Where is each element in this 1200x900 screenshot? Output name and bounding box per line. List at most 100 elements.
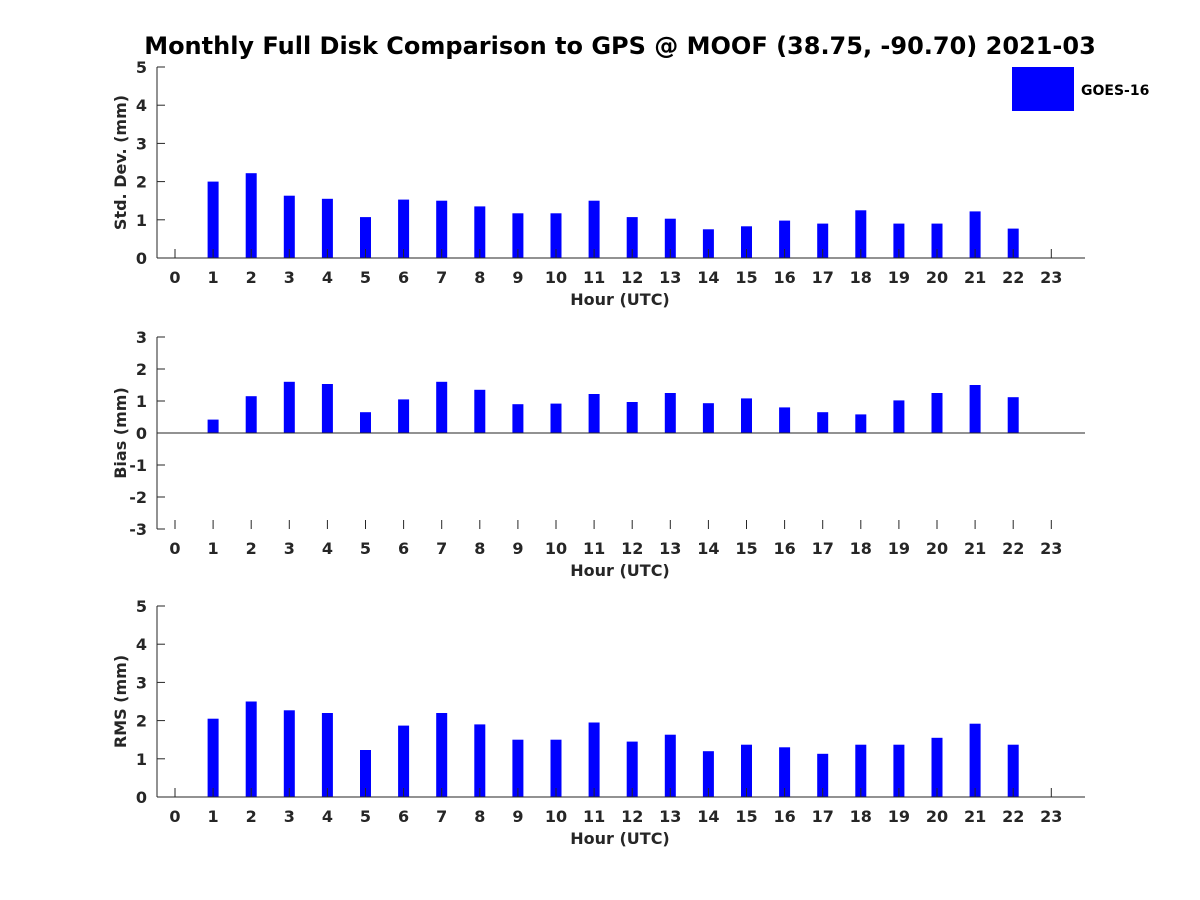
y-tick-label: 2 [136, 173, 147, 192]
bar-hour-1 [207, 419, 219, 433]
x-tick-label: 12 [621, 539, 643, 558]
x-tick-label: 2 [246, 807, 257, 826]
x-tick-label: 17 [812, 268, 834, 287]
x-tick-label: 7 [436, 539, 447, 558]
x-tick-label: 7 [436, 807, 447, 826]
x-tick-label: 5 [360, 807, 371, 826]
bar-hour-9 [512, 404, 524, 433]
bar-hour-14 [702, 403, 714, 433]
x-tick-label: 0 [169, 268, 180, 287]
x-tick-label: 19 [888, 539, 910, 558]
x-tick-label: 14 [697, 807, 719, 826]
x-tick-label: 5 [360, 268, 371, 287]
bar-hour-7 [436, 713, 448, 797]
bar-hour-18 [855, 210, 867, 259]
x-tick-label: 8 [474, 268, 485, 287]
x-tick-label: 1 [208, 807, 219, 826]
y-tick-label: -3 [129, 520, 147, 539]
bar-hour-22 [1007, 744, 1019, 797]
x-tick-label: 11 [583, 539, 605, 558]
bar-hour-7 [436, 381, 448, 433]
bar-hour-11 [588, 200, 600, 258]
y-tick-label: 3 [136, 134, 147, 153]
y-tick-label: 1 [136, 750, 147, 769]
x-tick-label: 10 [545, 807, 567, 826]
x-tick-label: 22 [1002, 807, 1024, 826]
y-tick-label: 5 [136, 597, 147, 616]
y-tick-label: 0 [136, 424, 147, 443]
bar-hour-4 [321, 198, 333, 258]
x-tick-label: 15 [735, 807, 757, 826]
bar-hour-17 [817, 412, 829, 433]
bar-hour-19 [893, 400, 905, 433]
x-axis-label: Hour (UTC) [570, 829, 670, 848]
x-tick-label: 6 [398, 539, 409, 558]
bar-hour-8 [474, 389, 486, 433]
x-tick-label: 15 [735, 539, 757, 558]
bar-hour-13 [664, 393, 676, 433]
x-tick-label: 18 [850, 268, 872, 287]
bar-hour-5 [360, 412, 371, 433]
bar-hour-22 [1007, 397, 1019, 433]
y-tick-label: 3 [136, 673, 147, 692]
bar-hour-21 [969, 723, 981, 797]
bar-hour-16 [779, 747, 791, 797]
x-tick-label: 23 [1040, 807, 1062, 826]
bar-hour-3 [283, 195, 295, 258]
x-tick-label: 16 [773, 807, 795, 826]
x-tick-label: 8 [474, 807, 485, 826]
bar-hour-7 [436, 200, 448, 258]
bar-hour-21 [969, 211, 981, 258]
legend-label: GOES-16 [1081, 83, 1149, 99]
x-tick-label: 6 [398, 268, 409, 287]
bar-hour-22 [1007, 228, 1019, 258]
x-tick-label: 16 [773, 539, 795, 558]
y-tick-label: 2 [136, 712, 147, 731]
y-tick-label: 2 [136, 360, 147, 379]
bar-hour-19 [893, 744, 905, 797]
x-tick-label: 14 [697, 268, 719, 287]
bar-hour-2 [245, 396, 257, 433]
y-tick-label: 5 [136, 58, 147, 77]
x-tick-label: 3 [284, 268, 295, 287]
x-tick-label: 7 [436, 268, 447, 287]
bar-hour-14 [702, 229, 714, 258]
x-tick-label: 21 [964, 807, 986, 826]
x-tick-label: 20 [926, 268, 948, 287]
y-tick-label: 1 [136, 392, 147, 411]
y-tick-label: 0 [136, 788, 147, 807]
bar-hour-10 [550, 739, 562, 797]
x-tick-label: 9 [512, 807, 523, 826]
bar-hour-10 [550, 403, 562, 433]
x-tick-label: 12 [621, 268, 643, 287]
x-tick-label: 2 [246, 268, 257, 287]
bar-hour-21 [969, 385, 981, 433]
bar-hour-5 [360, 750, 371, 797]
y-tick-label: -2 [129, 488, 147, 507]
bar-hour-6 [398, 399, 410, 433]
x-tick-label: 14 [697, 539, 719, 558]
y-tick-label: 1 [136, 211, 147, 230]
x-tick-label: 4 [322, 539, 333, 558]
bar-hour-16 [779, 407, 791, 433]
x-tick-label: 1 [208, 539, 219, 558]
bar-hour-8 [474, 206, 486, 258]
bar-hour-5 [360, 217, 371, 258]
bar-hour-12 [626, 741, 638, 797]
y-axis-label: RMS (mm) [111, 655, 130, 748]
bar-hour-17 [817, 753, 829, 797]
bar-hour-11 [588, 722, 600, 797]
x-axis-label: Hour (UTC) [570, 561, 670, 580]
bar-hour-1 [207, 181, 219, 258]
x-tick-label: 19 [888, 268, 910, 287]
x-tick-label: 15 [735, 268, 757, 287]
y-tick-label: 4 [136, 96, 147, 115]
y-tick-label: 4 [136, 635, 147, 654]
x-tick-label: 17 [812, 807, 834, 826]
